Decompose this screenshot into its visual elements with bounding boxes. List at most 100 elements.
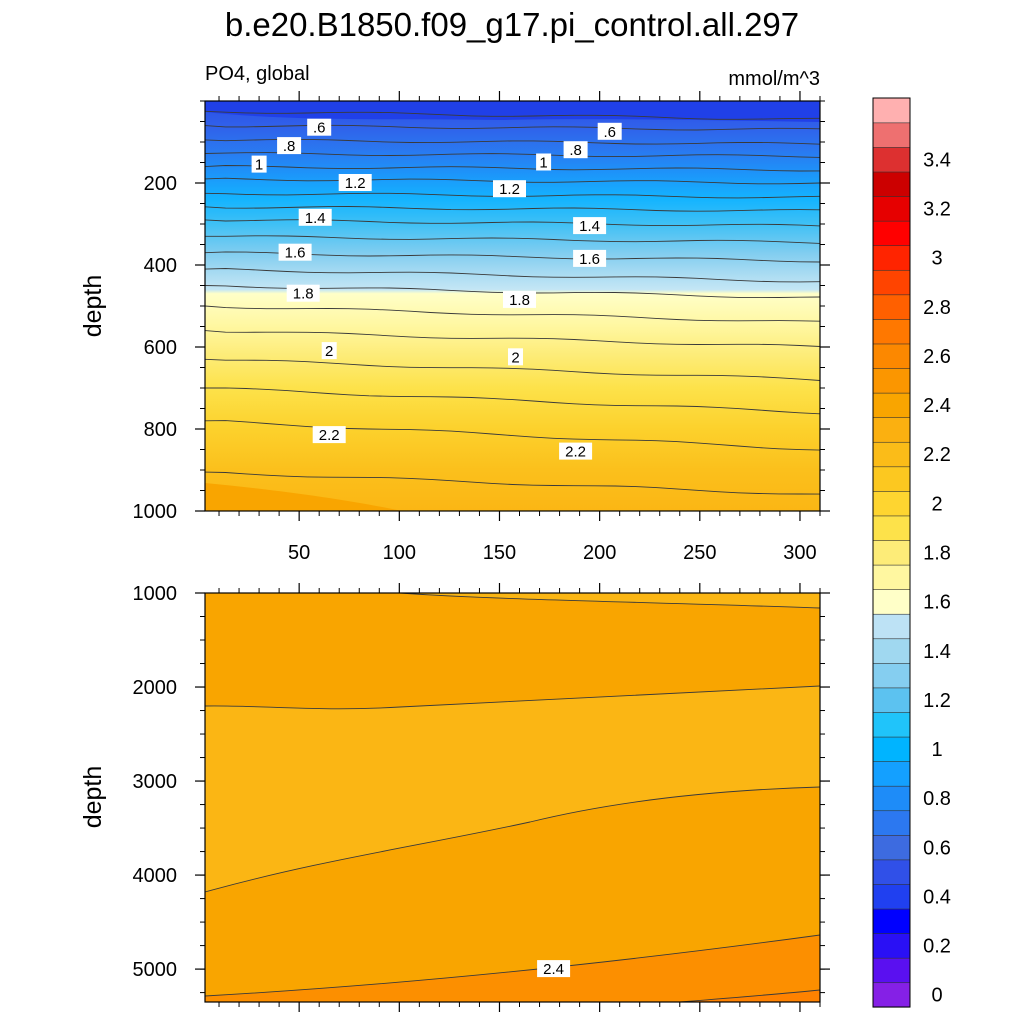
lower-y-axis-label: depth — [79, 766, 107, 829]
upper-depth-panel: .6.6.8.81 11.2 1.21.4 1.41.6 1.61.8 1.82 22.22… — [79, 91, 830, 564]
colorbar-swatch — [872, 589, 911, 615]
contour-label-text: 2.4 — [543, 961, 564, 978]
contour-line — [205, 138, 820, 145]
contour-label-text: 1 — [255, 157, 263, 174]
contour-line — [205, 358, 820, 381]
colorbar-swatch — [872, 269, 911, 296]
colorbar-label: 0.2 — [923, 936, 951, 958]
colorbar-swatch — [872, 343, 911, 369]
upper-y-axis: 200 400 600 800 1000 — [133, 100, 830, 523]
y-tick-label: 2000 — [133, 677, 178, 699]
contour-label: 1.6 — [278, 243, 312, 262]
contour-label: 1.2 — [338, 174, 372, 192]
x-tick-label: 250 — [683, 542, 716, 564]
contour-label: 2.4 — [537, 960, 571, 978]
colorbar-label: 2 — [931, 493, 942, 515]
contour-line — [205, 420, 820, 451]
colorbar-label: 3.2 — [923, 199, 951, 221]
colorbar-swatch — [872, 761, 911, 787]
colorbar-label: 1.6 — [923, 592, 951, 614]
contour-line — [679, 989, 820, 1002]
colorbar-swatch — [872, 908, 911, 934]
colorbar-swatch — [872, 171, 911, 197]
contour-line — [205, 685, 820, 710]
colorbar-swatch — [872, 367, 911, 394]
contour-label: .6 — [307, 118, 332, 137]
colorbar-swatch — [872, 957, 911, 984]
colorbar-swatch — [872, 785, 911, 812]
lower-deepest-region — [680, 990, 820, 1002]
contour-line — [205, 934, 820, 997]
contour-label-text: 2.2 — [319, 427, 340, 444]
contour-label-text: 1.6 — [579, 251, 600, 268]
contour-label: 1.8 — [503, 290, 536, 309]
contour-label: 1.4 — [298, 208, 332, 227]
colorbar-swatch — [872, 146, 911, 173]
colorbar-swatch — [872, 318, 911, 345]
colorbar-swatch — [872, 859, 911, 885]
upper-x-axis: 50 100 150 200 250 300 — [218, 91, 821, 564]
colorbar-swatch — [872, 490, 911, 517]
contour-label-text: 1.2 — [499, 181, 520, 198]
lower-x-axis — [218, 583, 821, 1012]
colorbar-frame — [872, 97, 911, 1008]
colorbar-label: 3.4 — [923, 149, 951, 171]
x-tick-label: 100 — [383, 542, 416, 564]
colorbar-swatch — [872, 417, 911, 443]
contour-label: .8 — [563, 141, 588, 159]
colorbar-swatch — [872, 392, 911, 418]
colorbar-label: 0.6 — [923, 837, 951, 859]
colorbar-swatch — [872, 122, 911, 148]
contour-label-text: .6 — [313, 120, 326, 137]
colorbar-label: 1.4 — [923, 641, 951, 663]
colorbar-swatch — [872, 810, 911, 836]
x-tick-label: 150 — [483, 542, 516, 564]
colorbar-label: 2.8 — [923, 297, 951, 319]
y-tick-label: 400 — [144, 255, 177, 277]
contour-line — [205, 471, 820, 495]
contour-label: 2.2 — [312, 426, 346, 444]
upper-contour-labels: .6 .6 .8 .8 1 1 1.2 1.2 1.4 1.4 1.6 1.6 1.8 1.8 2 2 2.2 2… — [251, 118, 622, 461]
y-tick-label: 4000 — [133, 865, 178, 887]
upper-y-axis-label: depth — [79, 275, 107, 338]
x-tick-label: 200 — [583, 542, 616, 564]
colorbar-swatch — [872, 982, 911, 1008]
colorbar-label: 1 — [931, 739, 942, 761]
colorbar-swatch — [872, 711, 911, 738]
y-tick-label: 1000 — [133, 583, 178, 605]
lower-mid-region — [205, 686, 820, 892]
colorbar-swatch — [872, 736, 911, 762]
colorbar-label: 2.4 — [923, 395, 951, 417]
contour-label: 2.2 — [559, 442, 593, 461]
contour-label-text: 1.8 — [509, 292, 530, 309]
colorbar-label: 0.8 — [923, 788, 951, 810]
upper-surface-blue-region — [205, 101, 820, 122]
x-tick-label: 50 — [288, 542, 310, 564]
contour-line — [205, 206, 820, 212]
colorbar-swatch — [872, 834, 911, 861]
colorbar-swatch — [872, 564, 911, 590]
contour-label-text: 1 — [539, 155, 547, 172]
lower-deep-region — [205, 935, 820, 1002]
contour-label-text: .8 — [569, 142, 582, 159]
y-tick-label: 800 — [144, 419, 177, 441]
lower-y-axis: 1000 2000 3000 4000 5000 — [133, 583, 830, 994]
colorbar-swatch — [872, 195, 911, 222]
upper-bottom-orange-region — [205, 483, 402, 511]
colorbar-swatch — [872, 97, 911, 124]
contour-label: 2 — [508, 348, 523, 366]
contour-label-text: 1.4 — [579, 218, 600, 235]
contour-line — [205, 110, 820, 120]
contour-label-text: 2 — [325, 343, 333, 360]
colorbar-label: 2.6 — [923, 346, 951, 368]
colorbar: 0 0.2 0.4 0.6 0.8 1 1.2 1.4 1.6 1.8 2 2.2 2.4 2.6 2.8 3… — [872, 97, 951, 1008]
x-tick-label: 300 — [783, 542, 816, 564]
colorbar-swatch — [872, 515, 911, 541]
lower-contour-labels: 2.4 — [537, 960, 571, 978]
colorbar-swatch — [872, 441, 911, 468]
y-tick-label: 5000 — [133, 959, 178, 981]
lower-depth-panel: 2.4 1000 2000 3000 4000 5000 depth — [79, 583, 830, 1012]
colorbar-swatch — [872, 662, 911, 689]
colorbar-swatch — [872, 613, 911, 640]
contour-label: 1.6 — [573, 249, 607, 268]
